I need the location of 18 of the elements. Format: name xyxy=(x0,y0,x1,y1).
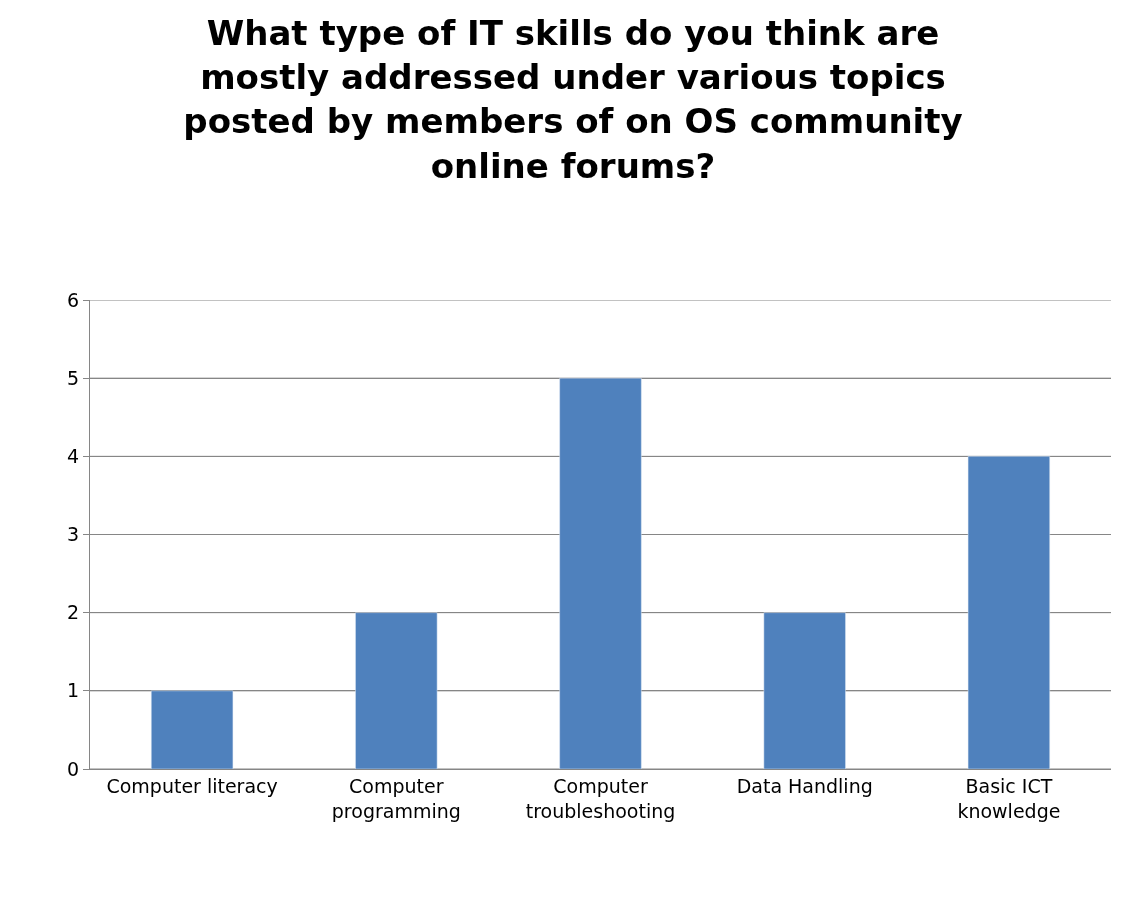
bar xyxy=(967,456,1050,769)
bar xyxy=(559,377,642,769)
x-tick-label: Computer literacy xyxy=(106,774,278,797)
y-tick-label: 2 xyxy=(67,601,80,624)
x-tick-label: Data Handling xyxy=(736,774,873,797)
y-tick-label: 4 xyxy=(67,444,80,467)
y-tick-label: 3 xyxy=(67,523,80,546)
x-tick-label: Basic ICT knowledge xyxy=(957,774,1061,822)
y-tick-label: 0 xyxy=(67,757,80,780)
bar xyxy=(763,612,846,769)
y-tick-label: 6 xyxy=(67,288,80,311)
chart-title: What type of IT skills do you think are mostly addressed under various topics posted by members of on OS community online forums? xyxy=(183,12,963,186)
y-tick-label: 1 xyxy=(67,679,80,702)
x-tick-label: Computer programming xyxy=(331,774,461,822)
bar xyxy=(151,690,234,769)
bar xyxy=(355,612,438,769)
x-tick-label: Computer troubleshooting xyxy=(525,774,676,822)
y-tick-label: 5 xyxy=(67,366,80,389)
